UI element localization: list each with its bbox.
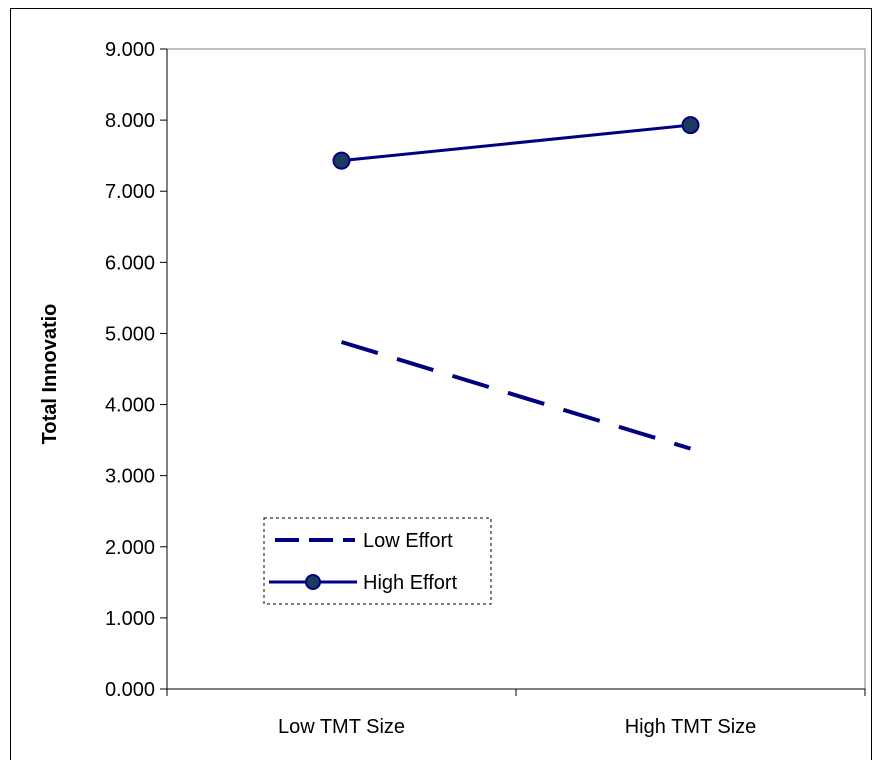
legend-label-low-effort: Low Effort [363, 530, 453, 552]
y-tick-label: 0.000 [105, 679, 155, 701]
data-point-high-effort [332, 151, 351, 170]
y-tick-label: 4.000 [105, 395, 155, 417]
legend: Low Effort High Effort [263, 517, 492, 605]
y-tick-label: 7.000 [105, 181, 155, 203]
y-axis-title: Total Innovatio [39, 304, 61, 445]
line-chart: 0.000 1.000 2.000 3.000 4.000 5.000 6.000 7.000… [39, 39, 866, 738]
legend-box [263, 517, 492, 605]
x-tick-label: Low TMT Size [278, 716, 405, 738]
y-tick-label: 2.000 [105, 537, 155, 559]
legend-label-high-effort: High Effort [363, 572, 458, 594]
y-tick-label: 5.000 [105, 323, 155, 345]
series-line-high-effort [341, 123, 691, 163]
x-tick-label: High TMT Size [625, 716, 757, 738]
y-tick-label: 9.000 [105, 39, 155, 61]
series-line-low-effort [340, 340, 692, 451]
y-tick-label: 3.000 [105, 466, 155, 488]
legend-marker-high-effort [305, 574, 321, 590]
y-tick-label: 1.000 [105, 608, 155, 630]
y-tick-label: 6.000 [105, 252, 155, 274]
chart-frame: 0.000 1.000 2.000 3.000 4.000 5.000 6.000 7.000… [10, 8, 872, 760]
data-point-high-effort [681, 116, 700, 135]
y-tick-label: 8.000 [105, 110, 155, 132]
